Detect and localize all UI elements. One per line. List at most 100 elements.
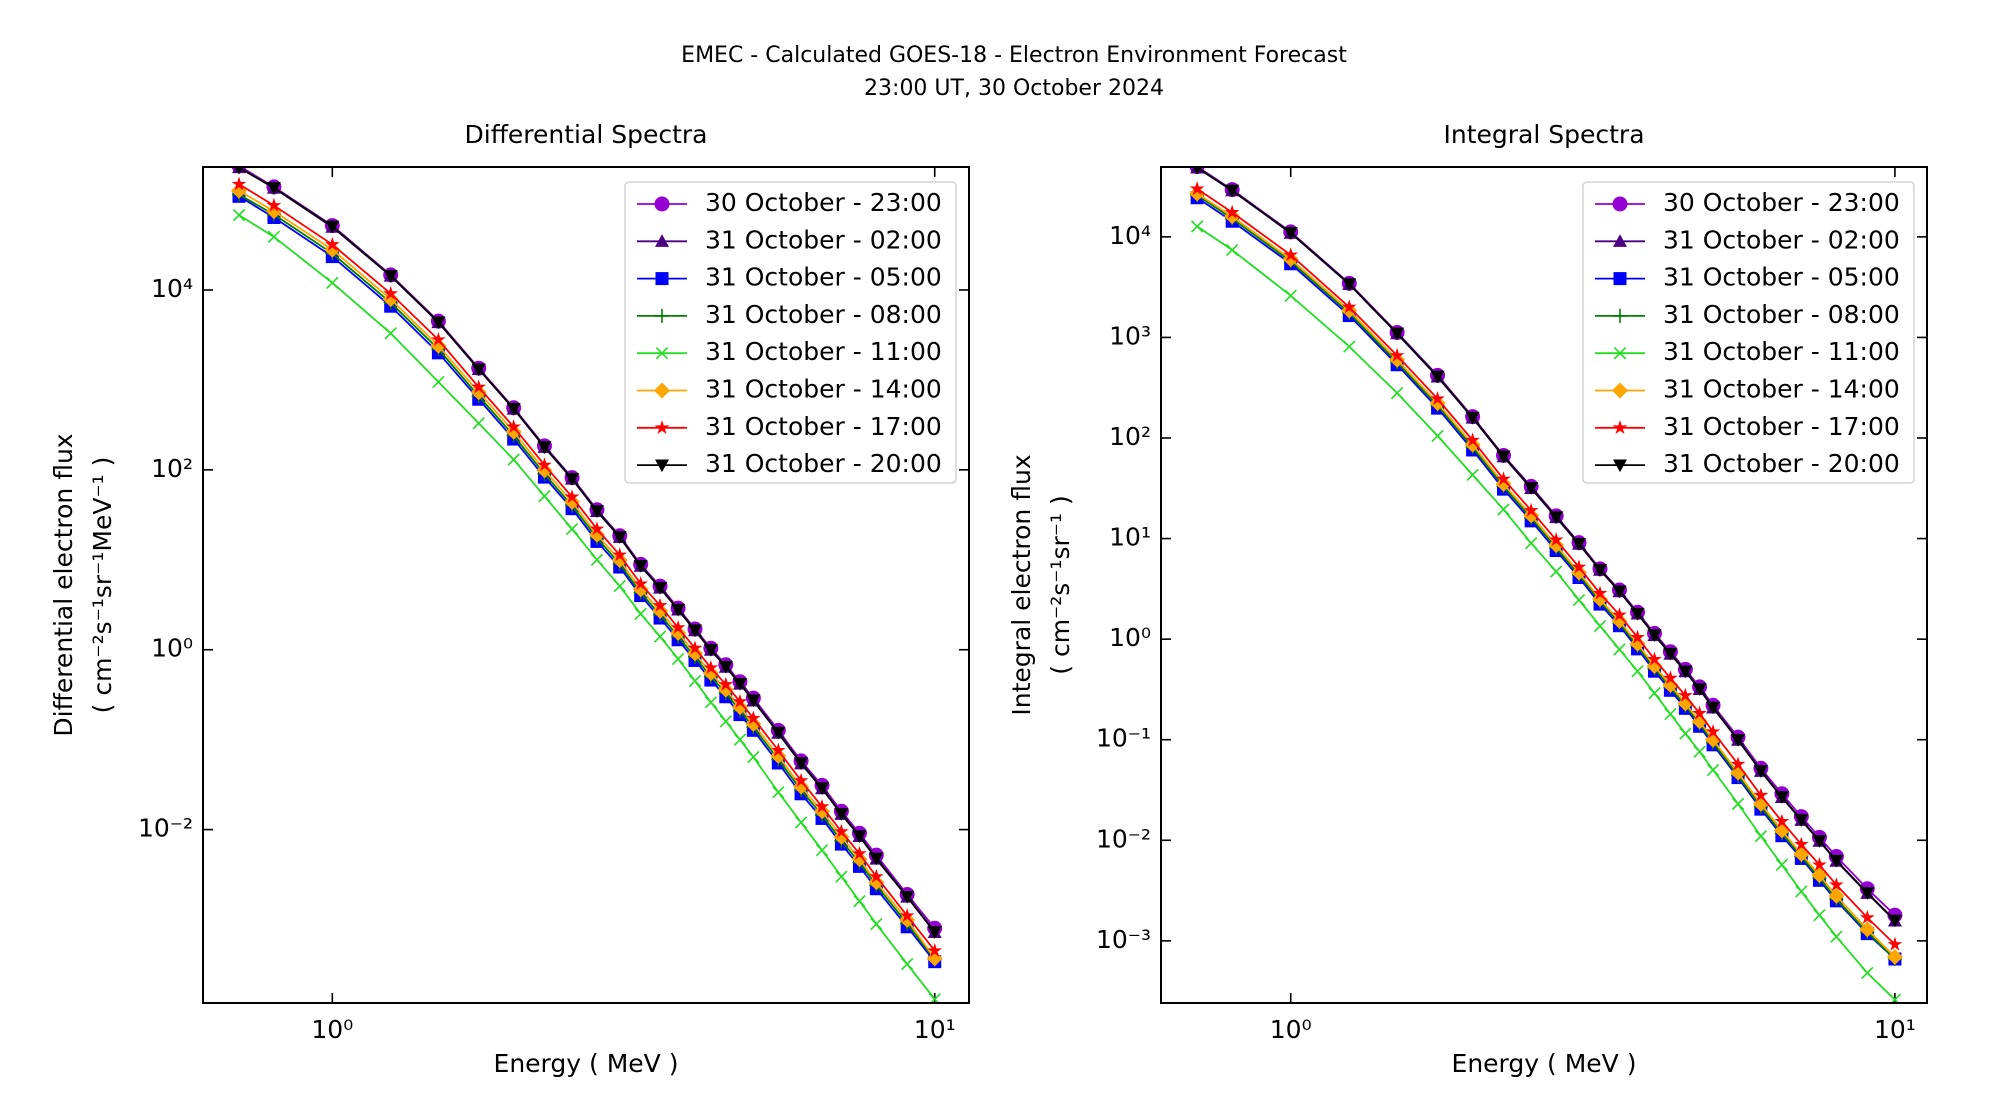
marker — [1830, 930, 1843, 943]
marker — [537, 441, 552, 454]
marker — [1190, 220, 1204, 233]
marker — [1192, 167, 1202, 175]
marker — [688, 624, 703, 638]
marker — [537, 457, 552, 472]
marker — [1464, 436, 1481, 453]
legend: 30 October - 23:00 31 October - 02:00 31 O… — [624, 181, 957, 484]
marker — [1495, 475, 1512, 492]
marker — [1812, 835, 1827, 848]
marker — [900, 890, 915, 904]
marker — [1571, 538, 1586, 551]
legend-label: 31 October - 17:00 — [1663, 412, 1900, 441]
marker — [538, 489, 551, 503]
marker — [1430, 370, 1445, 384]
marker — [564, 489, 580, 504]
marker — [731, 699, 748, 716]
x-tick-label: 10¹ — [1874, 1015, 1916, 1044]
marker — [654, 420, 670, 435]
marker — [852, 830, 867, 843]
marker — [505, 423, 522, 440]
marker — [1692, 683, 1707, 696]
marker — [1593, 619, 1607, 633]
marker — [653, 630, 667, 643]
y-tick-label: 10⁰ — [151, 634, 193, 663]
marker — [1662, 676, 1679, 693]
legend-label: 31 October - 20:00 — [1663, 449, 1900, 478]
marker — [718, 676, 734, 691]
marker — [1860, 887, 1875, 900]
marker — [588, 526, 605, 543]
marker — [1664, 707, 1677, 721]
legend-label: 31 October - 17:00 — [705, 412, 942, 441]
marker — [632, 581, 649, 598]
marker — [1389, 351, 1406, 368]
legend-label: 31 October - 20:00 — [705, 449, 942, 478]
chart: Integral Spectra 10⁴ 10³ 10² 10¹ 10⁰ 10⁻¹ 10⁻² 1… — [1007, 120, 1928, 1078]
plot-area — [231, 167, 943, 1003]
marker — [565, 472, 580, 486]
marker — [1524, 482, 1539, 495]
marker — [733, 733, 747, 746]
marker — [324, 236, 340, 251]
marker — [1548, 537, 1565, 554]
marker — [470, 384, 487, 401]
y-axis-label: ( cm⁻²s⁻¹sr⁻¹ ) — [1046, 495, 1075, 674]
marker — [688, 674, 702, 688]
marker — [1706, 701, 1721, 715]
marker — [1592, 564, 1607, 577]
marker — [654, 196, 670, 212]
marker — [1612, 420, 1628, 435]
marker — [1888, 993, 1902, 1003]
marker — [687, 640, 703, 655]
marker — [1431, 429, 1444, 443]
marker — [717, 681, 734, 698]
y-tick-label: 10⁻¹ — [1096, 724, 1151, 753]
marker — [927, 926, 942, 939]
marker — [1613, 459, 1627, 473]
marker — [564, 493, 581, 510]
marker — [702, 665, 719, 682]
marker — [719, 715, 732, 728]
marker — [1663, 647, 1678, 661]
marker — [382, 291, 399, 308]
marker — [1678, 687, 1693, 702]
marker — [1794, 814, 1809, 827]
marker — [1631, 665, 1644, 678]
marker — [1829, 854, 1844, 868]
marker — [506, 419, 521, 434]
marker — [432, 375, 445, 389]
marker — [671, 603, 686, 617]
marker — [1731, 734, 1746, 747]
marker — [326, 276, 339, 290]
marker — [652, 597, 668, 612]
legend-label: 31 October - 08:00 — [705, 300, 942, 329]
marker — [471, 363, 486, 377]
marker — [430, 337, 447, 354]
marker — [1794, 836, 1809, 851]
legend-box — [624, 181, 957, 484]
marker — [655, 459, 669, 473]
marker — [747, 750, 760, 764]
marker — [1611, 612, 1628, 629]
marker — [793, 772, 809, 787]
marker — [565, 522, 579, 536]
marker — [1571, 559, 1587, 574]
marker — [794, 757, 809, 771]
marker — [1811, 867, 1828, 884]
marker — [612, 547, 628, 562]
marker — [655, 234, 669, 247]
marker — [852, 845, 867, 860]
marker — [1429, 395, 1446, 412]
marker — [869, 852, 884, 866]
marker — [1647, 651, 1662, 666]
y-tick-label: 10² — [151, 454, 193, 483]
marker — [1283, 247, 1299, 262]
marker — [927, 943, 943, 957]
x-tick-label: 10¹ — [914, 1015, 956, 1044]
marker — [266, 197, 282, 212]
y-tick-label: 10⁴ — [1109, 221, 1151, 250]
marker — [1189, 185, 1206, 202]
marker — [1886, 949, 1903, 966]
marker — [814, 803, 831, 820]
marker — [1282, 251, 1299, 268]
